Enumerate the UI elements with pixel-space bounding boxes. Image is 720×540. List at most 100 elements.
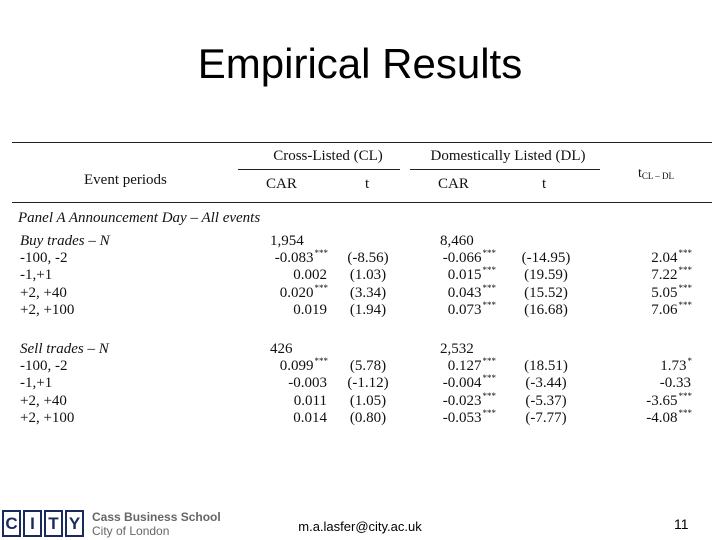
row-dl-car: -0.004*** xyxy=(396,373,497,392)
row-period: -1,+1 xyxy=(20,375,53,392)
row-dl-car-significance: *** xyxy=(482,407,497,418)
row-dl-car-value: 0.015 xyxy=(447,267,482,284)
row-dl-car-significance: *** xyxy=(482,299,497,310)
row-cl-car: 0.099*** xyxy=(228,356,329,375)
row-dl-t: (15.52) xyxy=(524,284,568,301)
row-diff-t: -4.08*** xyxy=(600,407,693,427)
row-cl-car: -0.083*** xyxy=(228,248,329,267)
row-dl-t: (16.68) xyxy=(524,301,568,318)
row-dl-car: -0.023*** xyxy=(396,390,497,410)
row-dl-car-significance: *** xyxy=(482,265,497,276)
school-location: City of London xyxy=(92,524,170,538)
slide-title: Empirical Results xyxy=(197,40,523,87)
row-cl-car: 0.002 xyxy=(228,267,328,284)
author-email: m.a.lasfer@city.ac.uk xyxy=(298,519,422,534)
row-dl-car-significance: *** xyxy=(482,390,497,401)
header-cl-car: CAR xyxy=(266,176,297,192)
header-diff-t-sub: CL – DL xyxy=(641,171,675,181)
header-cl: Cross-Listed (CL) xyxy=(273,148,383,164)
row-cl-t: (1.03) xyxy=(349,267,387,284)
row-dl-car-value: 0.127 xyxy=(447,358,482,375)
row-period: +2, +100 xyxy=(20,409,75,426)
row-diff-t-value: 5.05 xyxy=(651,284,678,301)
row-diff-t-value: -4.08 xyxy=(646,409,678,426)
row-dl-car-value: -0.023 xyxy=(442,392,482,409)
row-diff-t-significance: *** xyxy=(678,248,693,259)
row-cl-car-value: 0.020 xyxy=(279,284,314,301)
row-dl-t: (-7.77) xyxy=(525,409,567,426)
logo-letter-box: I xyxy=(23,510,42,537)
row-dl-car: -0.066*** xyxy=(396,248,497,267)
page-number: 11 xyxy=(674,516,689,532)
header-diff-t-main: t xyxy=(638,166,642,181)
row-diff-t-significance: *** xyxy=(678,282,693,293)
row-dl-car-significance: *** xyxy=(482,356,497,367)
row-cl-car-value: -0.003 xyxy=(288,375,327,392)
row-cl-car: 0.019 xyxy=(228,302,328,319)
row-dl-car-significance: *** xyxy=(482,373,497,384)
row-cl-t: (1.05) xyxy=(349,392,387,409)
row-diff-t-significance: * xyxy=(687,356,693,367)
row-diff-t-significance: *** xyxy=(678,407,693,418)
school-name: Cass Business School xyxy=(92,510,221,524)
row-diff-t-value: 7.06 xyxy=(651,301,678,318)
row-dl-car-value: -0.066 xyxy=(442,250,482,267)
row-cl-car-value: 0.002 xyxy=(293,267,327,284)
row-dl-car-value: -0.004 xyxy=(442,375,482,392)
header-dl-car: CAR xyxy=(438,176,469,192)
header-dl-t: t xyxy=(542,176,547,192)
results-table: Cross-Listed (CL) Domestically Listed (D… xyxy=(0,140,720,440)
row-diff-t: 7.06*** xyxy=(600,299,693,319)
row-cl-t: (5.78) xyxy=(349,358,387,375)
row-dl-car: 0.043*** xyxy=(396,282,497,302)
row-period: -1,+1 xyxy=(20,267,53,284)
row-cl-car-significance: *** xyxy=(314,282,329,293)
row-cl-car-value: 0.011 xyxy=(293,392,327,409)
panel-a-label: Panel A Announcement Day – All events xyxy=(18,210,261,226)
row-period: +2, +40 xyxy=(20,284,67,301)
row-dl-t: (-3.44) xyxy=(525,375,567,392)
row-cl-car-significance: *** xyxy=(314,248,329,259)
row-diff-t-significance: *** xyxy=(678,265,693,276)
row-dl-t: (18.51) xyxy=(524,358,568,375)
row-cl-t: (1.94) xyxy=(349,301,387,318)
row-dl-car-significance: *** xyxy=(482,282,497,293)
row-cl-car: -0.003 xyxy=(228,375,328,392)
row-diff-t: 1.73* xyxy=(600,356,693,375)
row-diff-t-value: -3.65 xyxy=(646,392,678,409)
row-diff-t: -0.33 xyxy=(600,375,692,392)
row-diff-t-value: 2.04 xyxy=(651,250,678,267)
row-dl-car-significance: *** xyxy=(482,248,497,259)
row-diff-t-significance: *** xyxy=(678,299,693,310)
row-diff-t: 2.04*** xyxy=(600,248,693,267)
table-top-rule xyxy=(12,142,712,143)
row-diff-t: -3.65*** xyxy=(600,390,693,410)
row-diff-t-significance: *** xyxy=(678,390,693,401)
header-cl-rule xyxy=(238,169,400,170)
row-period: +2, +100 xyxy=(20,301,75,318)
row-dl-t: (19.59) xyxy=(524,267,568,284)
row-cl-car-value: 0.099 xyxy=(279,358,314,375)
row-diff-t: 5.05*** xyxy=(600,282,693,302)
row-dl-t: (-14.95) xyxy=(521,250,571,267)
row-dl-car-value: 0.043 xyxy=(447,284,482,301)
logo-letter-box: T xyxy=(44,510,63,537)
header-cl-t: t xyxy=(365,176,370,192)
row-period: -100, -2 xyxy=(20,358,68,375)
row-period: +2, +40 xyxy=(20,392,67,409)
header-diff-t: tCL – DL xyxy=(638,166,674,182)
row-cl-car-significance: *** xyxy=(314,356,329,367)
row-dl-car-value: 0.073 xyxy=(447,301,482,318)
group-n-cl: 426 xyxy=(270,341,293,357)
row-cl-car: 0.011 xyxy=(228,393,328,410)
logo-letter-box: Y xyxy=(65,510,84,537)
row-period: -100, -2 xyxy=(20,250,68,267)
row-dl-car: 0.015*** xyxy=(396,265,497,284)
row-cl-car-value: 0.014 xyxy=(293,409,327,426)
row-cl-t: (-1.12) xyxy=(347,375,389,392)
header-dl: Domestically Listed (DL) xyxy=(430,148,586,164)
header-event-periods: Event periods xyxy=(84,172,167,188)
row-dl-t: (-5.37) xyxy=(525,392,567,409)
row-diff-t-value: 1.73 xyxy=(660,358,687,375)
